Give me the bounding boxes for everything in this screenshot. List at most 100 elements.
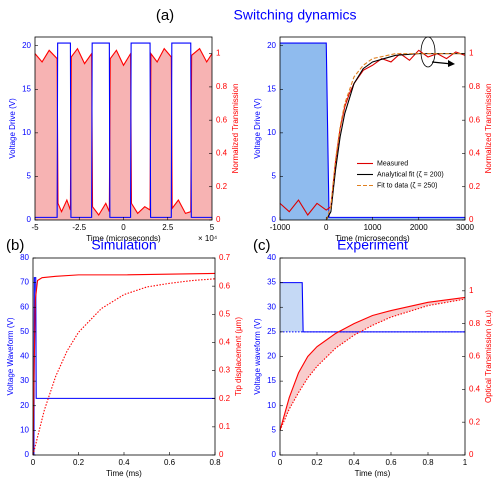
y-tick-label: 0.6 — [469, 352, 481, 361]
figure-title: Switching dynamics — [234, 7, 357, 23]
panel-label: (c) — [253, 237, 271, 254]
x-tick-label: 0.2 — [73, 458, 85, 467]
y-tick-label: 0 — [25, 450, 30, 459]
x-tick-label: 0 — [324, 223, 329, 232]
x-tick-label: 0.2 — [311, 458, 323, 467]
chart-title: Simulation — [91, 237, 156, 253]
y-tick-label: 20 — [22, 41, 31, 50]
x-axis-label: Time (microseconds) — [335, 234, 410, 243]
y-tick-label: 30 — [267, 302, 276, 311]
x-tick-label: 0.4 — [118, 458, 130, 467]
x-tick-label: 1000 — [364, 223, 382, 232]
x-tick-label: 0.6 — [164, 458, 176, 467]
x-tick-label: 0.8 — [422, 458, 434, 467]
arrow-head — [448, 60, 455, 67]
y-tick-label: 1 — [469, 49, 474, 58]
series-line — [33, 277, 215, 456]
y-tick-label: 0.2 — [219, 394, 231, 403]
y-tick-label: 1 — [469, 286, 474, 295]
y-tick-label: 0.5 — [219, 309, 231, 318]
series-line — [279, 296, 466, 431]
fill-area — [280, 297, 465, 431]
y-axis-label: Voltage waveform (V) — [253, 318, 262, 395]
x-axis-label: Time (microseconds) — [86, 234, 161, 243]
y-tick-label: 0.7 — [219, 253, 231, 262]
series-line — [32, 272, 216, 456]
x-tick-label: 0.4 — [348, 458, 360, 467]
y-tick-label: 15 — [267, 84, 276, 93]
y-tick-label: 0 — [469, 215, 474, 224]
y2-axis-label: Optical Transmission (a.u) — [484, 310, 493, 403]
series-line — [32, 278, 216, 456]
y-tick-label: 10 — [267, 401, 276, 410]
y-tick-label: 0.2 — [469, 182, 481, 191]
panel-label: (b) — [6, 237, 24, 254]
x-tick-label: 1 — [463, 458, 468, 467]
y-tick-label: 35 — [267, 278, 276, 287]
y-tick-label: 20 — [267, 41, 276, 50]
y-tick-label: 0.8 — [469, 319, 481, 328]
x-tick-label: 0.6 — [385, 458, 397, 467]
y-tick-label: 15 — [22, 84, 31, 93]
x-tick-label: 0 — [121, 223, 126, 232]
fill-area — [280, 43, 465, 220]
fill-area — [35, 48, 212, 221]
y-tick-label: 0.6 — [216, 115, 228, 124]
y2-axis-label: Tip displacement (μm) — [234, 317, 243, 396]
y-tick-label: 60 — [20, 302, 29, 311]
chart-title: Experiment — [337, 237, 408, 253]
y-tick-label: 0.8 — [216, 82, 228, 91]
y-tick-label: 20 — [267, 352, 276, 361]
x-tick-label: 0.8 — [209, 458, 221, 467]
y-tick-label: 0 — [272, 215, 277, 224]
fill-area — [280, 282, 465, 332]
y-axis-label: Voltage Waveform (V) — [6, 317, 15, 395]
y-axis-label: Voltage Drive (V) — [8, 98, 17, 159]
x-tick-label: 3000 — [456, 223, 474, 232]
series-line — [279, 298, 466, 431]
x-axis-label: Time (ms) — [106, 469, 142, 478]
y-tick-label: 40 — [20, 352, 29, 361]
y-tick-label: 0.6 — [469, 115, 481, 124]
y-tick-label: 15 — [267, 376, 276, 385]
y-tick-label: 30 — [20, 376, 29, 385]
y-tick-label: 0.3 — [219, 366, 231, 375]
y-tick-label: 1 — [216, 49, 221, 58]
y-tick-label: 50 — [20, 327, 29, 336]
y-tick-label: 0 — [216, 215, 221, 224]
x-tick-label: 2.5 — [162, 223, 174, 232]
x-tick-label: 0 — [31, 458, 36, 467]
y-tick-label: 0.1 — [219, 422, 231, 431]
legend-label: Analytical fit (ζ = 200) — [377, 171, 444, 178]
y-tick-label: 0 — [469, 450, 474, 459]
x-tick-label: -5 — [31, 223, 39, 232]
y-tick-label: 10 — [20, 425, 29, 434]
y-tick-label: 80 — [20, 253, 29, 262]
y-tick-label: 0.2 — [216, 182, 228, 191]
series-line — [325, 53, 465, 221]
x-tick-label: -1000 — [270, 223, 291, 232]
series-line — [35, 42, 212, 218]
y-tick-label: 25 — [267, 327, 276, 336]
y-tick-label: 20 — [20, 401, 29, 410]
plot-frame — [32, 257, 216, 456]
y-axis-label: Voltage Drive (V) — [253, 98, 262, 159]
series-line — [280, 282, 465, 333]
y-tick-label: 0.4 — [469, 384, 481, 393]
x-tick-label: 2000 — [410, 223, 428, 232]
legend-label: Fit to data (ζ = 250) — [377, 182, 437, 189]
y-tick-label: 0.8 — [469, 82, 481, 91]
y-tick-label: 0.6 — [219, 281, 231, 290]
legend-label: Measured — [377, 160, 408, 167]
x-tick-label: -2.5 — [72, 223, 86, 232]
y-tick-label: 0.4 — [219, 338, 231, 347]
y-tick-label: 0.4 — [216, 149, 228, 158]
y-tick-label: 0.4 — [469, 149, 481, 158]
y-tick-label: 10 — [22, 128, 31, 137]
y-tick-label: 5 — [27, 172, 32, 181]
y-tick-label: 0 — [272, 450, 277, 459]
y-tick-label: 0.2 — [469, 417, 481, 426]
panel-label: (a) — [156, 7, 174, 24]
y-tick-label: 40 — [267, 253, 276, 262]
